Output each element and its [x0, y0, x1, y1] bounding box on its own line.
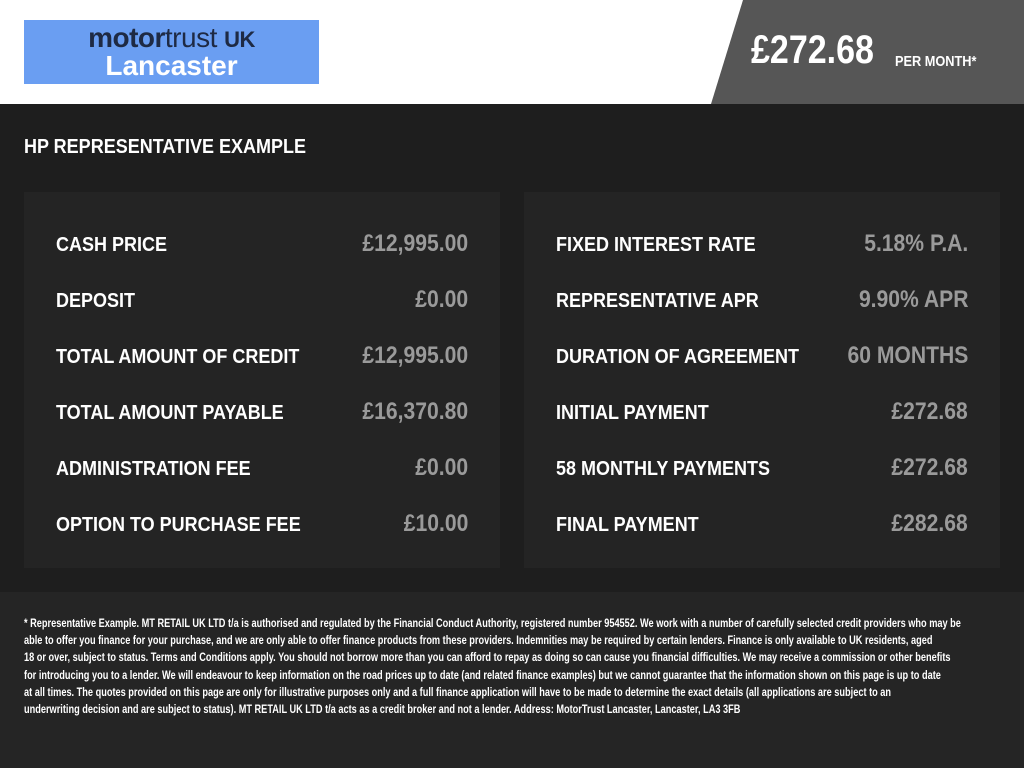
row-total-credit: TOTAL AMOUNT OF CREDIT £12,995.00 [56, 336, 468, 376]
row-monthly-payments: 58 MONTHLY PAYMENTS £272.68 [556, 448, 968, 488]
row-label: CASH PRICE [56, 234, 168, 256]
row-value: 60 MONTHS [847, 342, 968, 369]
row-label: TOTAL AMOUNT PAYABLE [56, 402, 284, 424]
per-month-label: PER MONTH* [895, 53, 977, 70]
monthly-price: £272.68 [751, 28, 874, 72]
row-value: £272.68 [891, 454, 968, 481]
row-value: 5.18% P.A. [863, 230, 968, 257]
disclaimer-line: * Representative Example. MT RETAIL UK L… [24, 618, 961, 630]
row-value: £10.00 [403, 510, 468, 537]
row-deposit: DEPOSIT £0.00 [56, 280, 468, 320]
disclaimer-line: able to offer you finance for your purch… [24, 635, 933, 648]
row-label: DURATION OF AGREEMENT [556, 346, 799, 368]
logo-uk: UK [224, 27, 255, 52]
row-label: REPRESENTATIVE APR [556, 290, 759, 312]
logo-line1: motortrust UK [24, 22, 319, 54]
disclaimer-text: * Representative Example. MT RETAIL UK L… [24, 616, 1024, 719]
monthly-price-box: £272.68 PER MONTH* [711, 0, 1024, 104]
row-value: £0.00 [415, 454, 468, 481]
row-label: ADMINISTRATION FEE [56, 458, 251, 480]
row-label: INITIAL PAYMENT [556, 402, 709, 424]
row-value: £282.68 [891, 510, 968, 537]
row-cash-price: CASH PRICE £12,995.00 [56, 224, 468, 264]
disclaimer-line: 18 or over, subject to status. Terms and… [24, 652, 951, 665]
row-label: FIXED INTEREST RATE [556, 234, 756, 256]
row-duration: DURATION OF AGREEMENT 60 MONTHS [556, 336, 968, 376]
header: motortrust UK Lancaster £272.68 PER MONT… [0, 0, 1024, 104]
logo-line2: Lancaster [105, 50, 238, 81]
row-label: DEPOSIT [56, 290, 136, 312]
row-value: £272.68 [891, 398, 968, 425]
row-total-payable: TOTAL AMOUNT PAYABLE £16,370.80 [56, 392, 468, 432]
disclaimer-footer: * Representative Example. MT RETAIL UK L… [0, 592, 1024, 768]
disclaimer-line: at all times. The quotes provided on thi… [24, 686, 892, 699]
disclaimer-line: underwriting decision and are subject to… [24, 704, 741, 717]
row-apr: REPRESENTATIVE APR 9.90% APR [556, 280, 968, 320]
logo-motor: motor [88, 22, 165, 53]
row-initial-payment: INITIAL PAYMENT £272.68 [556, 392, 968, 432]
row-value: £12,995.00 [362, 342, 468, 369]
logo-trust: trust [164, 22, 217, 53]
row-value: 9.90% APR [858, 286, 968, 313]
finance-details-left: CASH PRICE £12,995.00 DEPOSIT £0.00 TOTAL … [24, 192, 500, 568]
section-title: HP REPRESENTATIVE EXAMPLE [24, 136, 307, 158]
row-label: OPTION TO PURCHASE FEE [56, 514, 301, 536]
row-option-fee: OPTION TO PURCHASE FEE £10.00 [56, 504, 468, 544]
row-label: FINAL PAYMENT [556, 514, 699, 536]
finance-details-right: FIXED INTEREST RATE 5.18% P.A. REPRESENTA… [524, 192, 1000, 568]
row-value: £12,995.00 [362, 230, 468, 257]
row-final-payment: FINAL PAYMENT £282.68 [556, 504, 968, 544]
row-label: TOTAL AMOUNT OF CREDIT [56, 346, 300, 368]
row-interest-rate: FIXED INTEREST RATE 5.18% P.A. [556, 224, 968, 264]
motortrust-logo[interactable]: motortrust UK Lancaster [24, 20, 319, 84]
row-value: £16,370.80 [362, 398, 468, 425]
row-value: £0.00 [415, 286, 468, 313]
disclaimer-line: for introducing you to a lender. We will… [24, 669, 941, 682]
row-admin-fee: ADMINISTRATION FEE £0.00 [56, 448, 468, 488]
row-label: 58 MONTHLY PAYMENTS [556, 458, 771, 480]
